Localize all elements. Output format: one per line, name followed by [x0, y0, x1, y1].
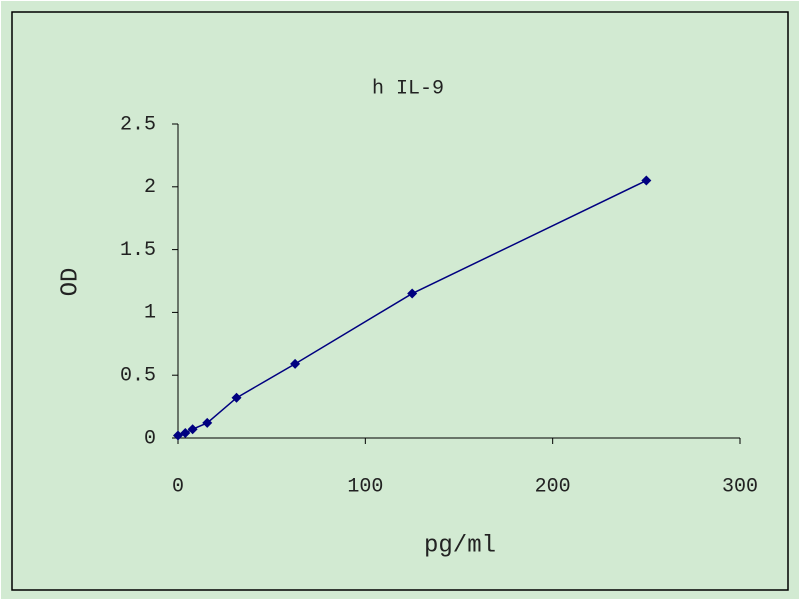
data-point — [407, 288, 418, 299]
data-point — [202, 417, 213, 428]
y-tick-label: 1.5 — [120, 239, 156, 262]
x-tick-label: 300 — [722, 475, 758, 498]
chart-title: h IL-9 — [372, 77, 444, 100]
y-tick-label: 2.5 — [120, 113, 156, 136]
y-tick-label: 0.5 — [120, 364, 156, 387]
x-tick-label: 200 — [535, 475, 571, 498]
data-point — [641, 175, 652, 186]
data-point — [180, 427, 191, 438]
x-axis-label: pg/ml — [424, 532, 496, 559]
x-tick-label: 100 — [347, 475, 383, 498]
y-tick-label: 1 — [144, 302, 156, 325]
x-tick-label: 0 — [172, 475, 184, 498]
data-point — [290, 358, 301, 369]
y-tick-label: 2 — [144, 176, 156, 199]
chart-border — [11, 11, 789, 591]
y-axis-label: OD — [57, 268, 84, 297]
data-point — [187, 424, 198, 435]
data-point — [231, 392, 242, 403]
y-tick-label: 0 — [144, 427, 156, 450]
